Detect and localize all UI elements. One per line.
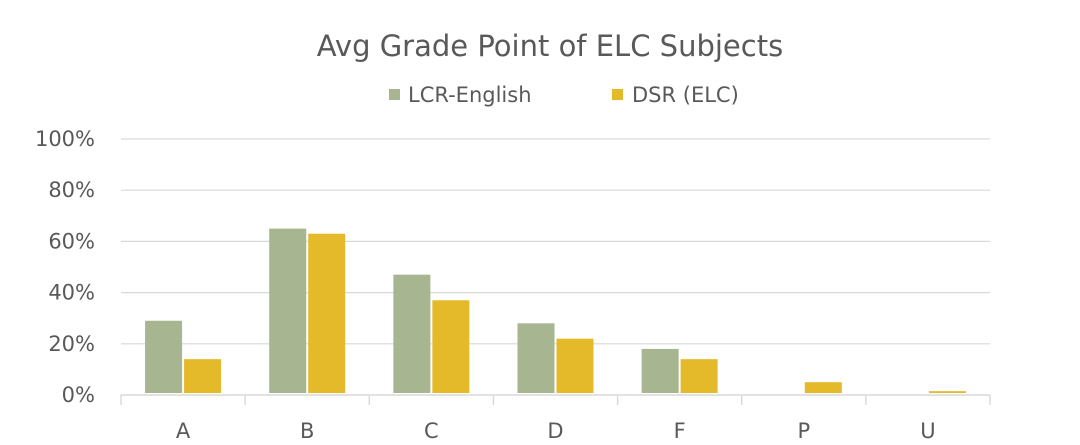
x-tick-label: U <box>920 419 935 443</box>
bar-lcr-english-f <box>641 348 679 393</box>
legend: LCR-English DSR (ELC) <box>389 83 739 107</box>
y-tick-label: 40% <box>48 281 95 305</box>
x-tick-label: C <box>424 419 439 443</box>
y-tick-label: 60% <box>48 229 95 253</box>
x-tick-label: F <box>674 419 686 443</box>
x-tick-label: D <box>547 419 563 443</box>
bar-dsr-elc-p <box>804 382 842 393</box>
y-tick-label: 0% <box>62 383 95 407</box>
x-tick-label: B <box>300 419 314 443</box>
bar-dsr-elc-u <box>928 391 966 393</box>
bar-lcr-english-d <box>517 323 555 393</box>
bar-dsr-elc-b <box>308 233 346 393</box>
y-tick-label: 20% <box>48 332 95 356</box>
x-axis <box>120 394 991 405</box>
y-axis-tick-labels: 0% 20% 40% 60% 80% 100% <box>35 127 95 407</box>
x-tick-label: A <box>176 419 191 443</box>
x-tick-label: P <box>797 419 810 443</box>
bars <box>145 228 966 393</box>
gridlines <box>121 138 990 345</box>
y-tick-label: 80% <box>48 178 95 202</box>
bar-dsr-elc-c <box>432 300 470 393</box>
bar-dsr-elc-a <box>184 359 222 393</box>
chart-title: Avg Grade Point of ELC Subjects <box>317 29 783 63</box>
bar-lcr-english-b <box>269 228 307 393</box>
legend-swatch-dsr-elc <box>612 89 623 100</box>
bar-dsr-elc-f <box>680 359 718 393</box>
bar-lcr-english-a <box>145 320 183 393</box>
legend-label-lcr-english: LCR-English <box>408 83 532 107</box>
legend-swatch-lcr-english <box>389 89 400 100</box>
bar-lcr-english-c <box>393 274 431 393</box>
legend-label-dsr-elc: DSR (ELC) <box>632 83 739 107</box>
bar-dsr-elc-d <box>556 338 594 393</box>
y-tick-label: 100% <box>35 127 95 151</box>
